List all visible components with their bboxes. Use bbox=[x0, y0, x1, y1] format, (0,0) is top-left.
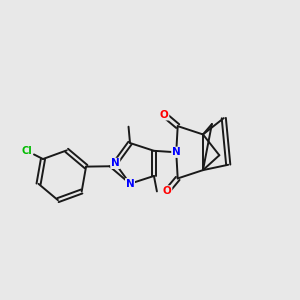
Text: N: N bbox=[126, 179, 134, 189]
Text: Cl: Cl bbox=[21, 146, 32, 156]
Text: N: N bbox=[111, 158, 120, 168]
Text: O: O bbox=[163, 186, 172, 196]
Text: N: N bbox=[172, 147, 181, 157]
Text: O: O bbox=[160, 110, 169, 120]
